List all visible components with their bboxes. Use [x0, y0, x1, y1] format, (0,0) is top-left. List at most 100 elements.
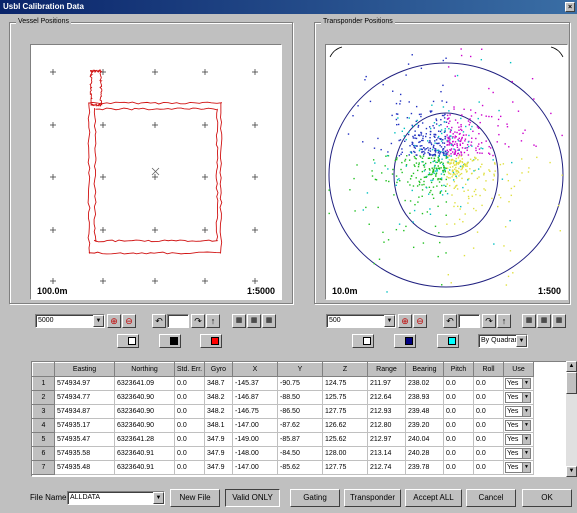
zoom-out-icon[interactable]: ⊖: [413, 314, 427, 328]
table-row[interactable]: 2 574934.77 6323640.90 0.0 348.2 -146.87 -88.5…: [32, 390, 534, 405]
zoom-out-icon[interactable]: ⊖: [122, 314, 136, 328]
col-header-y[interactable]: Y: [277, 362, 323, 377]
table-cell[interactable]: 0.0: [473, 376, 504, 391]
grid-view-icon[interactable]: ▦: [552, 314, 566, 328]
col-header-z[interactable]: Z: [322, 362, 368, 377]
table-cell[interactable]: -86.50: [277, 404, 323, 419]
table-cell[interactable]: 125.62: [322, 432, 368, 447]
table-cell[interactable]: 0.0: [174, 390, 205, 405]
table-cell[interactable]: 125.75: [322, 390, 368, 405]
table-cell[interactable]: -147.00: [232, 418, 278, 433]
table-cell[interactable]: 0.0: [473, 446, 504, 461]
col-header-pitch[interactable]: Pitch: [443, 362, 474, 377]
vessel-swatch-black[interactable]: [159, 334, 181, 348]
chevron-down-icon[interactable]: ▼: [522, 393, 530, 402]
transponder-swatch-white[interactable]: [352, 334, 374, 348]
scroll-thumb[interactable]: [566, 372, 577, 394]
col-header-roll[interactable]: Roll: [473, 362, 504, 377]
table-cell[interactable]: 348.1: [204, 418, 233, 433]
table-cell[interactable]: 6323640.90: [114, 390, 175, 405]
table-cell[interactable]: -87.62: [277, 418, 323, 433]
row-number[interactable]: 4: [32, 418, 55, 433]
file-name-select[interactable]: ALLDATA ▼: [67, 491, 165, 505]
table-cell[interactable]: 574935.48: [54, 460, 115, 475]
chevron-down-icon[interactable]: ▼: [522, 463, 530, 472]
table-cell[interactable]: 0.0: [174, 460, 205, 475]
table-cell[interactable]: 212.80: [367, 418, 406, 433]
zoom-in-icon[interactable]: ⊕: [398, 314, 412, 328]
table-cell[interactable]: -147.00: [232, 460, 278, 475]
table-cell[interactable]: 239.78: [405, 460, 444, 475]
table-cell[interactable]: 127.75: [322, 460, 368, 475]
transponder-swatch-cyan[interactable]: [437, 334, 459, 348]
table-row[interactable]: 6 574935.58 6323640.91 0.0 347.9 -148.00 -84.5…: [32, 446, 534, 461]
table-cell[interactable]: 0.0: [443, 376, 474, 391]
table-cell[interactable]: 0.0: [174, 432, 205, 447]
use-select-cell[interactable]: Yes ▼: [503, 446, 534, 461]
grid-view-icon[interactable]: ▦: [247, 314, 261, 328]
new-file-button[interactable]: New File: [170, 489, 220, 507]
col-header-use[interactable]: Use: [503, 362, 534, 377]
zoom-in-icon[interactable]: ⊕: [107, 314, 121, 328]
use-select-cell[interactable]: Yes ▼: [503, 432, 534, 447]
table-scrollbar[interactable]: ▲ ▼: [566, 361, 577, 477]
table-cell[interactable]: 347.9: [204, 460, 233, 475]
table-cell[interactable]: 238.02: [405, 376, 444, 391]
col-header-x[interactable]: X: [232, 362, 278, 377]
transponder-zoom-input[interactable]: 500 ▼: [326, 314, 396, 328]
chevron-down-icon[interactable]: ▼: [522, 379, 530, 388]
table-cell[interactable]: 0.0: [473, 390, 504, 405]
table-cell[interactable]: 574935.17: [54, 418, 115, 433]
vessel-plot[interactable]: 100.0m 1:5000: [30, 44, 282, 300]
grid-view-icon[interactable]: ▦: [537, 314, 551, 328]
use-select[interactable]: Yes ▼: [505, 448, 531, 459]
table-cell[interactable]: -84.50: [277, 446, 323, 461]
table-row[interactable]: 4 574935.17 6323640.90 0.0 348.1 -147.00 -87.6…: [32, 418, 534, 433]
table-cell[interactable]: 0.0: [473, 404, 504, 419]
use-select[interactable]: Yes ▼: [505, 462, 531, 473]
transponder-swatch-navy[interactable]: [394, 334, 416, 348]
chevron-down-icon[interactable]: ▼: [522, 407, 530, 416]
use-select[interactable]: Yes ▼: [505, 420, 531, 431]
rotate-left-icon[interactable]: ↶: [152, 314, 166, 328]
grid-view-icon[interactable]: ▦: [522, 314, 536, 328]
scroll-up-icon[interactable]: ▲: [566, 361, 577, 372]
col-header-bearing[interactable]: Bearing: [405, 362, 444, 377]
table-cell[interactable]: 0.0: [174, 418, 205, 433]
table-cell[interactable]: 0.0: [443, 418, 474, 433]
chevron-down-icon[interactable]: ▼: [384, 315, 395, 327]
ok-button[interactable]: OK: [522, 489, 572, 507]
cancel-button[interactable]: Cancel: [466, 489, 516, 507]
table-cell[interactable]: 128.00: [322, 446, 368, 461]
table-cell[interactable]: 574935.47: [54, 432, 115, 447]
rotate-right-icon[interactable]: ↷: [191, 314, 205, 328]
close-icon[interactable]: ×: [565, 2, 575, 12]
color-mode-select[interactable]: By Quadrant ▼: [478, 334, 528, 348]
north-arrow-icon[interactable]: ↑: [206, 314, 220, 328]
chevron-down-icon[interactable]: ▼: [93, 315, 104, 327]
table-row[interactable]: 3 574934.87 6323640.90 0.0 348.2 -146.75 -86.5…: [32, 404, 534, 419]
vessel-swatch-white[interactable]: [117, 334, 139, 348]
gating-button[interactable]: Gating: [290, 489, 340, 507]
row-number[interactable]: 1: [32, 376, 55, 391]
rotate-left-icon[interactable]: ↶: [443, 314, 457, 328]
table-cell[interactable]: 574934.97: [54, 376, 115, 391]
table-cell[interactable]: 0.0: [174, 404, 205, 419]
use-select[interactable]: Yes ▼: [505, 378, 531, 389]
table-cell[interactable]: -85.87: [277, 432, 323, 447]
table-cell[interactable]: 212.93: [367, 404, 406, 419]
use-select-cell[interactable]: Yes ▼: [503, 390, 534, 405]
table-cell[interactable]: 0.0: [443, 390, 474, 405]
table-cell[interactable]: 574935.58: [54, 446, 115, 461]
table-cell[interactable]: 6323640.90: [114, 418, 175, 433]
transponder-button[interactable]: Transponder: [344, 489, 401, 507]
table-cell[interactable]: -146.87: [232, 390, 278, 405]
col-header-northing[interactable]: Northing: [114, 362, 175, 377]
table-cell[interactable]: -145.37: [232, 376, 278, 391]
table-cell[interactable]: 0.0: [443, 460, 474, 475]
use-select[interactable]: Yes ▼: [505, 434, 531, 445]
chevron-down-icon[interactable]: ▼: [516, 335, 527, 347]
use-select-cell[interactable]: Yes ▼: [503, 376, 534, 391]
table-cell[interactable]: -149.00: [232, 432, 278, 447]
vessel-rotation-input[interactable]: [167, 314, 189, 328]
